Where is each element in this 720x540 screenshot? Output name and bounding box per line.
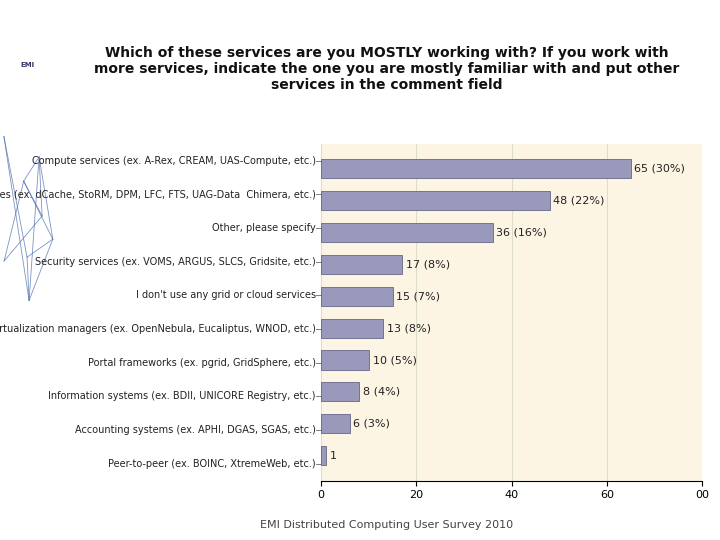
- Bar: [321, 350, 369, 369]
- Text: Information systems (ex. BDII, UNICORE Registry, etc.): Information systems (ex. BDII, UNICORE R…: [48, 392, 316, 401]
- Bar: [321, 414, 350, 434]
- Text: Portal frameworks (ex. pgrid, GridSphere, etc.): Portal frameworks (ex. pgrid, GridSphere…: [88, 357, 316, 368]
- Text: 15 (7%): 15 (7%): [396, 291, 441, 301]
- Bar: [321, 382, 359, 402]
- Text: Other, please specify: Other, please specify: [212, 223, 316, 233]
- Bar: [321, 287, 392, 306]
- Text: 13 (8%): 13 (8%): [387, 323, 431, 333]
- Bar: [321, 319, 383, 338]
- Bar: [321, 159, 631, 178]
- Bar: [321, 255, 402, 274]
- Text: Peer-to-peer (ex. BOINC, XtremeWeb, etc.): Peer-to-peer (ex. BOINC, XtremeWeb, etc.…: [108, 459, 316, 469]
- Text: Data services (ex. dCache, StoRM, DPM, LFC, FTS, UAG-Data  Chimera, etc.): Data services (ex. dCache, StoRM, DPM, L…: [0, 190, 316, 199]
- Text: EMI Distributed Computing User Survey 2010: EMI Distributed Computing User Survey 20…: [261, 520, 513, 530]
- Text: Security services (ex. VOMS, ARGUS, SLCS, Gridsite, etc.): Security services (ex. VOMS, ARGUS, SLCS…: [35, 256, 316, 267]
- Text: 1: 1: [330, 451, 337, 461]
- Bar: [321, 191, 549, 210]
- Text: Virtualization managers (ex. OpenNebula, Eucaliptus, WNOD, etc.): Virtualization managers (ex. OpenNebula,…: [0, 324, 316, 334]
- Text: 6 (3%): 6 (3%): [354, 419, 390, 429]
- Text: 36 (16%): 36 (16%): [496, 227, 547, 238]
- Text: EMI: EMI: [20, 62, 34, 68]
- Text: Which of these services are you MOSTLY working with? If you work with
more servi: Which of these services are you MOSTLY w…: [94, 46, 680, 92]
- Text: 48 (22%): 48 (22%): [554, 195, 605, 206]
- Text: EMI INFSO-RI-261611: EMI INFSO-RI-261611: [22, 375, 32, 467]
- Bar: [321, 446, 326, 465]
- Text: 65 (30%): 65 (30%): [634, 164, 685, 174]
- Text: I don't use any grid or cloud services: I don't use any grid or cloud services: [136, 291, 316, 300]
- Text: 8 (4%): 8 (4%): [363, 387, 400, 397]
- Text: 10 (5%): 10 (5%): [372, 355, 416, 365]
- Text: Compute services (ex. A-Rex, CREAM, UAS-Compute, etc.): Compute services (ex. A-Rex, CREAM, UAS-…: [32, 156, 316, 166]
- Text: Accounting systems (ex. APHI, DGAS, SGAS, etc.): Accounting systems (ex. APHI, DGAS, SGAS…: [75, 425, 316, 435]
- Bar: [321, 223, 492, 242]
- FancyBboxPatch shape: [3, 22, 51, 108]
- Text: 17 (8%): 17 (8%): [406, 259, 450, 269]
